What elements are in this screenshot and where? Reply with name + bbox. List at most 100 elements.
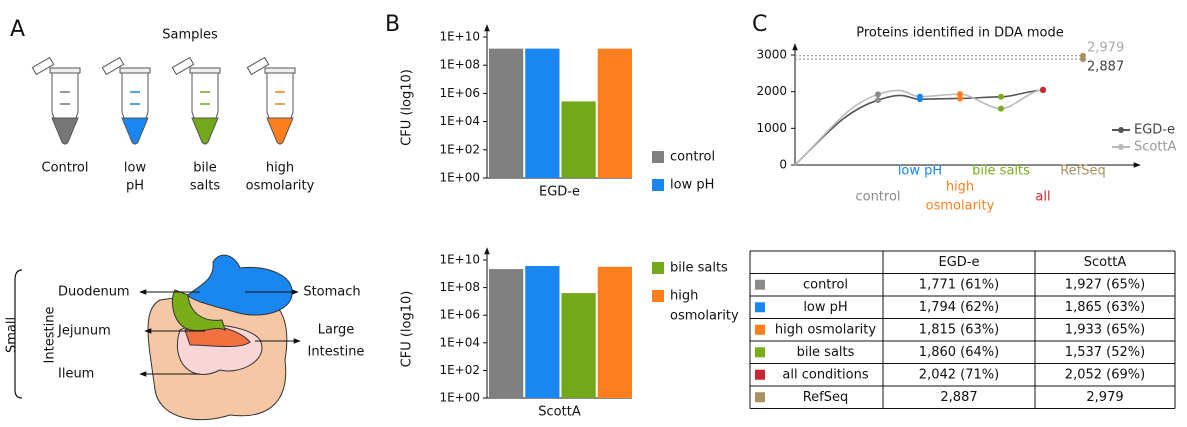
y-tick-label: 1E+00 [439,171,480,185]
row-swatch [755,370,765,380]
anatomy-group-label: Small [5,317,20,353]
x-category-label: bile salts [972,164,1030,179]
row-label: control [803,277,848,292]
legend-label: control [670,150,715,165]
legend-swatch [652,179,664,191]
row-swatch [755,392,765,402]
bar [562,101,596,178]
table-cell: 1,815 (63%) [919,322,999,337]
data-point [1080,53,1086,59]
y-tick-label: 1E+10 [439,253,480,267]
bar [598,49,632,178]
y-axis-label: CFU (log10) [400,69,415,146]
table-cell: 1,537 (52%) [1065,345,1145,360]
y-tick-label: 3000 [756,48,787,62]
sample-label: Control [42,161,89,176]
panel-label: C [752,12,767,37]
table-cell: 2,887 [940,390,977,405]
data-point [1040,87,1046,93]
x-category-label: all [1035,190,1050,205]
table-cell: 2,042 (71%) [919,367,999,382]
panel-label: A [10,17,25,42]
tube-rim [190,68,220,73]
table-cell: 1,933 (65%) [1065,322,1145,337]
legend-swatch [652,262,664,274]
sample-label: osmolarity [246,179,315,194]
data-point [917,94,923,100]
table-cell: 1,794 (62%) [919,300,999,315]
bar [525,49,559,178]
y-tick-label: 1E+04 [439,335,480,349]
y-axis-label: CFU (log10) [400,291,415,368]
tube-liquid [52,118,78,144]
x-axis-label: EGD-e [539,185,580,200]
data-point [998,106,1004,112]
value-label: 2,979 [1087,40,1124,55]
legend-label: ScottA [1134,140,1177,155]
legend-label: bile salts [670,261,728,276]
anatomy-group-label: Intestine [43,307,58,364]
x-category-label: control [855,190,900,205]
value-label: 2,887 [1087,60,1124,75]
table-cell: 1,860 (64%) [919,345,999,360]
sample-label: bile [193,161,216,176]
anatomy-label: Ileum [58,367,94,382]
bar [598,267,632,398]
tube-liquid [267,118,293,144]
y-tick-label: 1E+10 [439,30,480,44]
row-label: all conditions [782,367,868,382]
legend-label: high [670,289,698,304]
row-swatch [755,325,765,335]
sample-label: low [124,161,147,176]
bar [489,269,523,398]
sample-label: salts [190,179,220,194]
table-header: EGD-e [939,255,980,270]
bar [525,266,559,398]
data-point [875,91,881,97]
figure: A B C Samples ControllowpHbilesaltshigho… [0,0,1187,423]
tube-rim [265,68,295,73]
y-tick-label: 0 [779,158,787,172]
y-tick-label: 1E+04 [439,114,480,128]
y-tick-label: 1E+02 [439,142,480,156]
anatomy-label: Intestine [308,345,365,360]
legend-swatch [652,290,664,302]
y-tick-label: 1E+06 [439,308,480,322]
tube-rim [50,68,80,73]
x-category-label: high [946,180,974,195]
row-swatch [755,302,765,312]
data-point [957,91,963,97]
sample-tubes [32,58,295,144]
row-swatch [755,347,765,357]
x-category-label: low pH [898,164,942,179]
table-cell: 1,771 (61%) [919,277,999,292]
row-label: low pH [803,300,847,315]
y-tick-label: 1E+00 [439,391,480,405]
legend-label: EGD-e [1134,123,1175,138]
data-point [875,97,881,103]
y-tick-label: 1E+08 [439,58,480,72]
chart-title: Proteins identified in DDA mode [856,26,1064,41]
data-point [998,94,1004,100]
table-cell: 1,865 (63%) [1065,300,1145,315]
anatomy-label: Jejunum [57,324,111,339]
legend-marker [1118,144,1124,150]
row-label: high osmolarity [775,322,876,337]
row-swatch [755,280,765,290]
samples-title: Samples [162,28,218,43]
anatomy-label: Large [318,323,355,338]
table-cell: 1,927 (65%) [1065,277,1145,292]
y-tick-label: 1E+06 [439,86,480,100]
bar [562,293,596,398]
tube-liquid [122,118,148,144]
legend-label: osmolarity [670,309,739,324]
tube-rim [120,68,150,73]
x-category-label: osmolarity [926,199,995,214]
bar [489,49,523,178]
anatomy-label: Duodenum [58,285,130,300]
y-tick-label: 2000 [756,84,787,98]
panel-label: B [385,12,400,37]
sample-label: high [266,161,294,176]
table-cell: 2,979 [1086,390,1123,405]
tube-liquid [192,118,218,144]
